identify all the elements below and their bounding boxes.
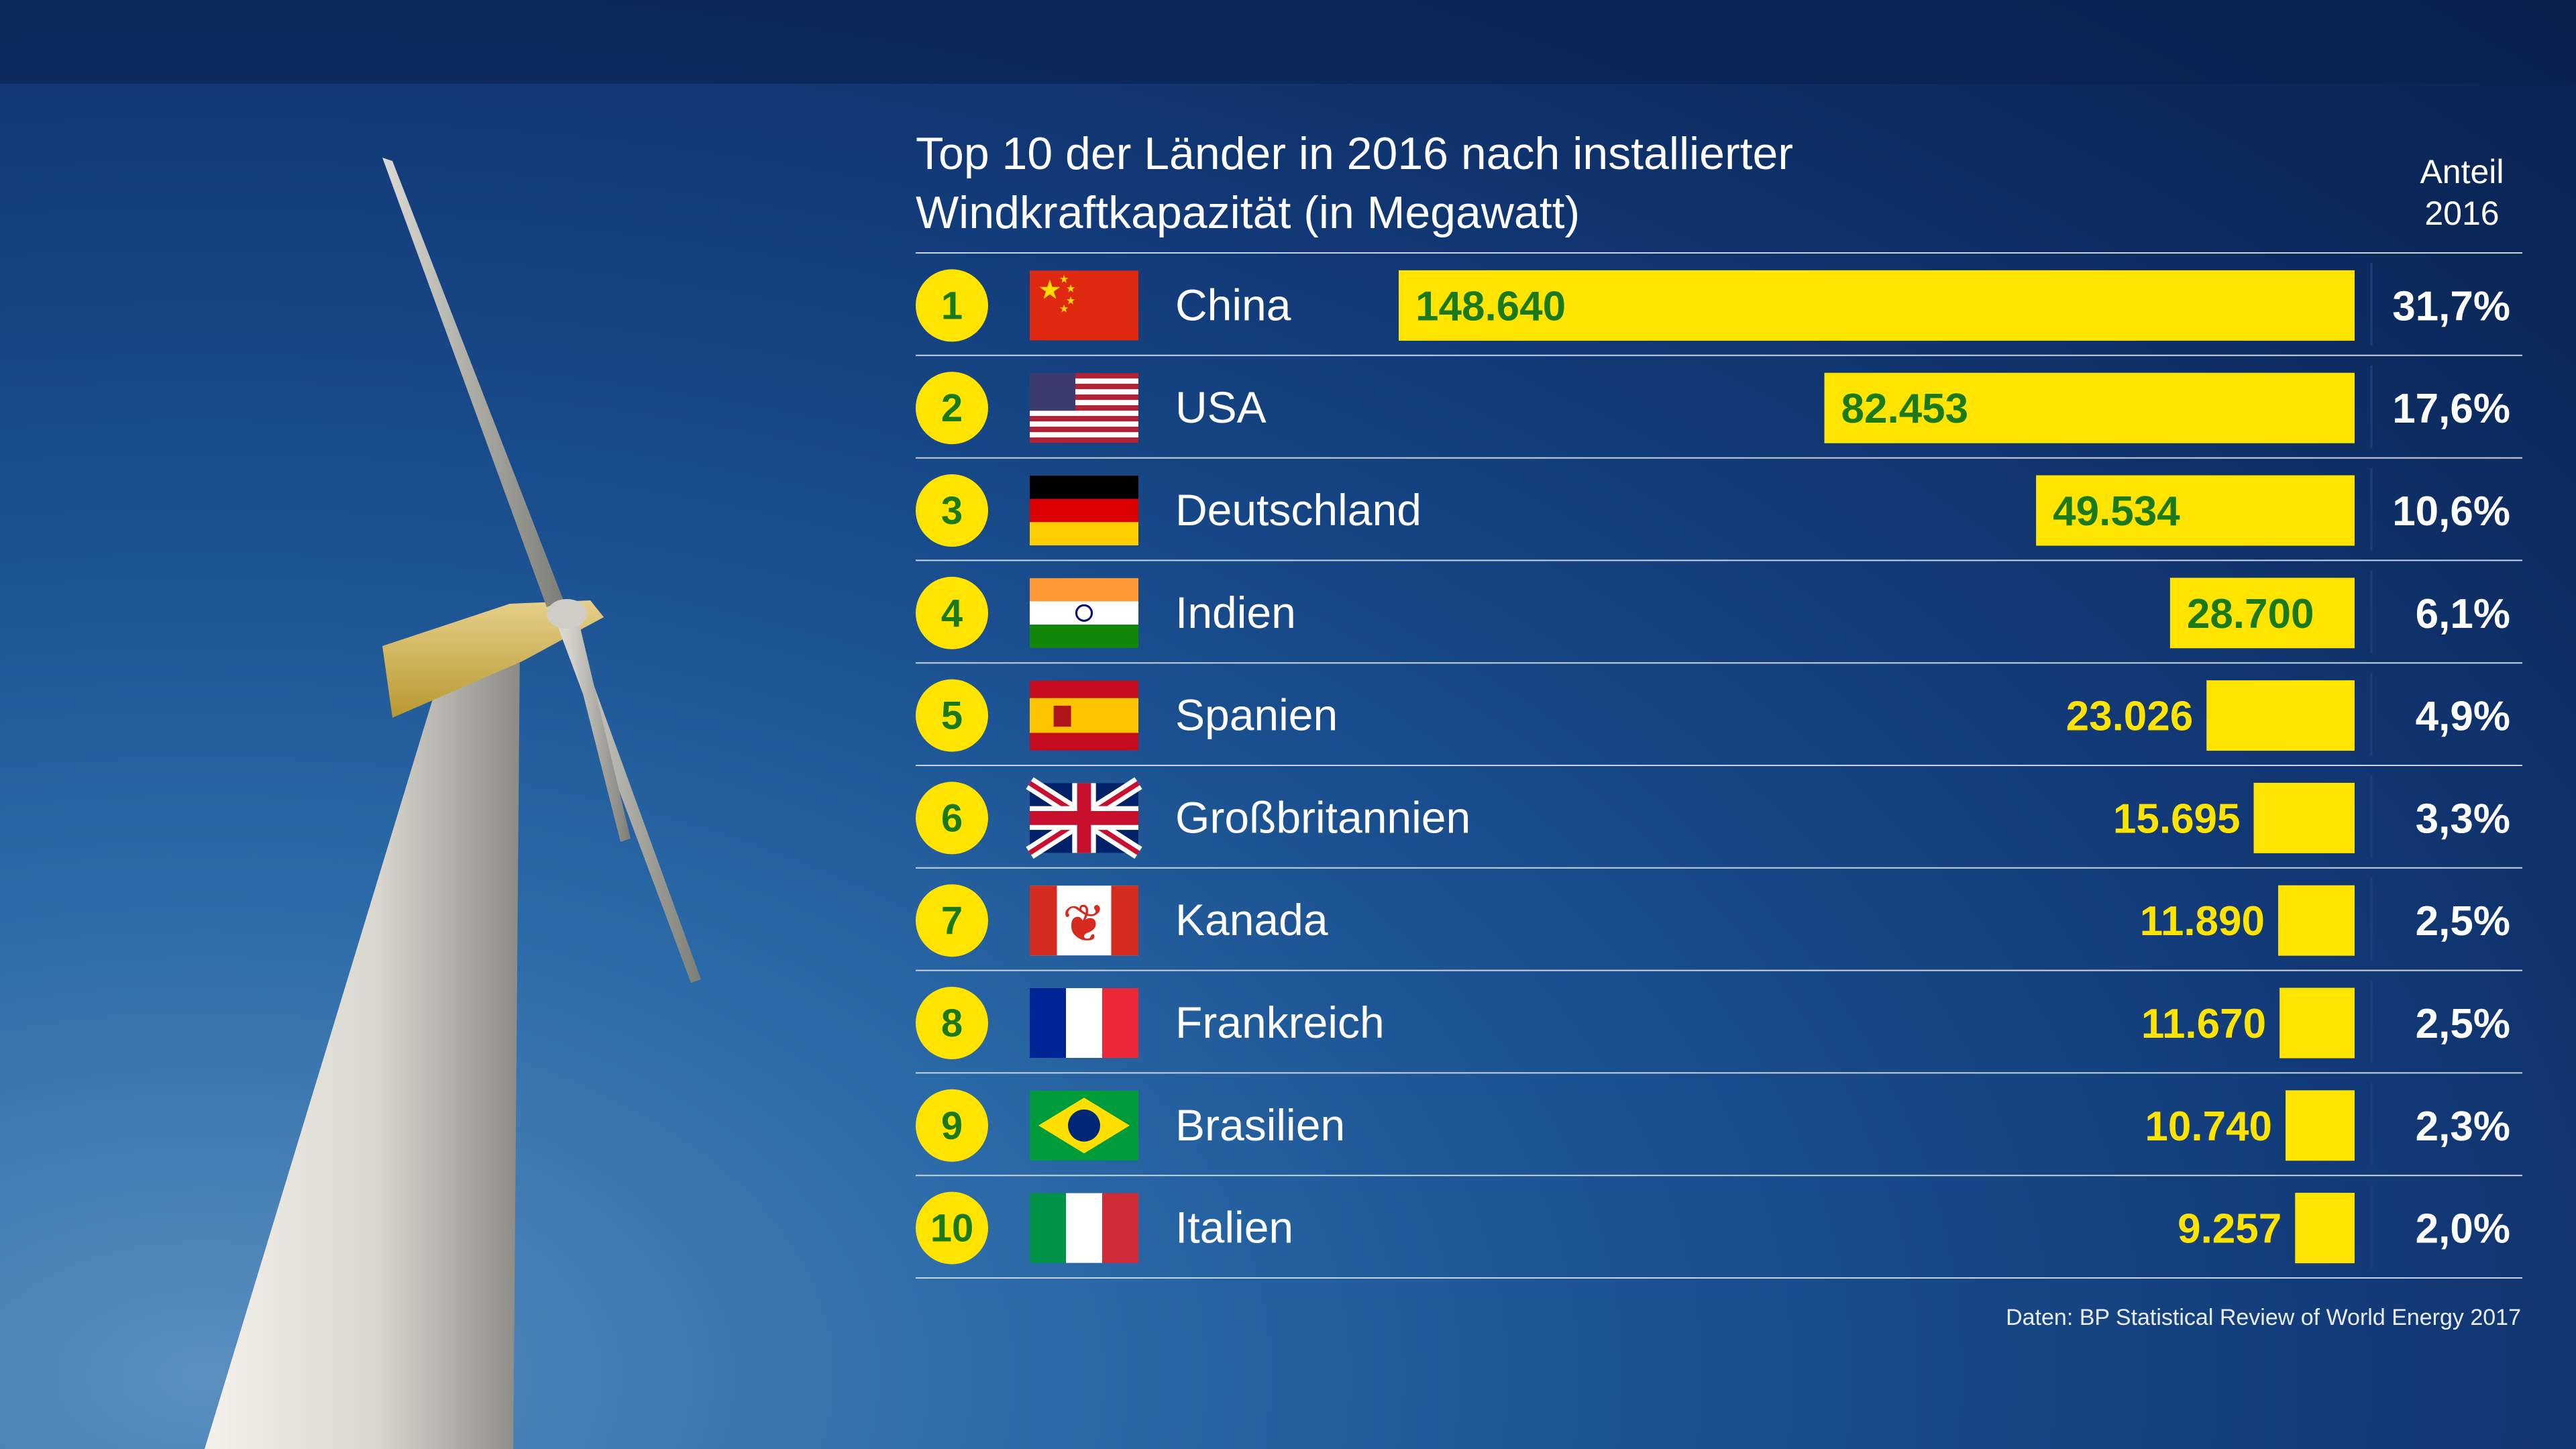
bar <box>2286 1090 2355 1161</box>
spain-flag <box>1030 680 1138 751</box>
france-flag <box>1030 988 1138 1058</box>
bar <box>2169 578 2355 649</box>
share-label: 17,6% <box>2392 386 2510 432</box>
chart-title-line-2: Windkraftkapazität (in Megawatt) <box>916 187 1580 238</box>
value-label: 11.670 <box>2141 1001 2266 1047</box>
germany-flag <box>1030 476 1138 545</box>
value-label: 11.890 <box>2140 898 2265 945</box>
chart-row: 9 Brasilien 10.740 2,3% <box>916 1083 2522 1177</box>
rank-label: 5 <box>941 694 963 738</box>
usa-flag <box>1030 373 1138 443</box>
value-label: 49.534 <box>2053 488 2180 535</box>
country-label: Deutschland <box>1175 485 1421 535</box>
chart-row: 8 Frankreich 11.670 2,5% <box>916 980 2522 1074</box>
rank-label: 8 <box>941 1002 963 1045</box>
share-label: 6,1% <box>2416 591 2510 637</box>
country-label: Kanada <box>1175 895 1328 945</box>
china-flag: ★★★★★ <box>1030 270 1138 341</box>
country-label: Frankreich <box>1175 998 1385 1047</box>
india-flag <box>1030 578 1138 648</box>
country-label: Spanien <box>1175 690 1338 740</box>
rank-badge <box>916 1191 988 1265</box>
share-label: 2,5% <box>2416 898 2510 945</box>
rank-label: 6 <box>941 796 963 840</box>
italy-flag <box>1030 1193 1138 1263</box>
country-label: USA <box>1175 382 1267 432</box>
value-label: 23.026 <box>2066 694 2194 740</box>
rank-badge <box>916 679 988 752</box>
rank-badge <box>916 372 988 445</box>
country-label: Italien <box>1175 1203 1293 1252</box>
country-label: Großbritannien <box>1175 792 1470 842</box>
rank-badge <box>916 576 988 649</box>
bar <box>2295 1193 2355 1264</box>
brazil-flag <box>1030 1090 1138 1161</box>
bar <box>1824 372 2355 443</box>
svg-text:★: ★ <box>1038 275 1062 305</box>
rank-badge <box>916 269 988 342</box>
bar <box>1399 270 2355 341</box>
share-label: 2,0% <box>2416 1206 2510 1252</box>
bar <box>2278 885 2355 956</box>
rank-label: 9 <box>941 1104 963 1148</box>
bar <box>2206 680 2355 751</box>
share-label: 2,5% <box>2416 1001 2510 1047</box>
svg-text:★: ★ <box>1059 303 1069 315</box>
share-label: 10,6% <box>2392 488 2510 535</box>
country-label: Brasilien <box>1175 1100 1345 1150</box>
value-label: 82.453 <box>1841 386 1969 432</box>
share-header-line-1: Anteil <box>2420 153 2504 191</box>
svg-text:★: ★ <box>1066 283 1075 294</box>
value-label: 10.740 <box>2145 1104 2272 1150</box>
rank-label: 2 <box>941 386 963 430</box>
country-label: China <box>1175 280 1291 329</box>
chart-title-line-1: Top 10 der Länder in 2016 nach installie… <box>916 128 1793 179</box>
uk-flag <box>1026 777 1142 859</box>
rank-badge <box>916 782 988 855</box>
svg-text:★: ★ <box>1059 274 1069 285</box>
rank-label: 10 <box>930 1207 974 1250</box>
rank-badge <box>916 987 988 1059</box>
rank-label: 3 <box>941 489 963 533</box>
share-label: 3,3% <box>2416 796 2510 842</box>
share-column-header: Anteil 2016 <box>2388 151 2536 234</box>
value-label: 15.695 <box>2113 796 2241 842</box>
chart-title: Top 10 der Länder in 2016 nach installie… <box>916 124 1793 242</box>
share-header-line-2: 2016 <box>2424 195 2500 232</box>
chart-row: 4 Indien 28.700 6,1% <box>916 570 2522 664</box>
share-label: 31,7% <box>2392 283 2510 329</box>
chart-row: 2 USA 82.453 17,6% <box>916 365 2522 459</box>
rank-label: 4 <box>941 592 963 635</box>
value-label: 28.700 <box>2187 591 2314 637</box>
bar <box>2036 475 2355 546</box>
rank-label: 7 <box>941 899 963 943</box>
chart-row: 5 Spanien 23.026 4,9% <box>916 673 2522 766</box>
svg-text:❦: ❦ <box>1062 894 1106 954</box>
chart-row: 6 Großbritannien 15.695 3,3% <box>916 775 2522 869</box>
share-label: 2,3% <box>2416 1104 2510 1150</box>
chart-row: 1 ★★★★★ China 148.640 31,7% <box>916 263 2522 356</box>
value-label: 9.257 <box>2178 1206 2282 1252</box>
chart-row: 7 ❦ Kanada 11.890 2,5% <box>916 877 2522 971</box>
canada-flag: ❦ <box>1030 885 1138 956</box>
rank-label: 1 <box>941 284 963 327</box>
source-note: Daten: BP Statistical Review of World En… <box>2006 1305 2521 1330</box>
bar <box>2253 782 2355 853</box>
rank-badge <box>916 474 988 547</box>
chart-row: 10 Italien 9.257 2,0% <box>916 1185 2522 1279</box>
rank-badge <box>916 884 988 957</box>
chart-row: 3 Deutschland 49.534 10,6% <box>916 468 2522 561</box>
svg-text:★: ★ <box>1066 295 1075 307</box>
bar <box>2279 987 2355 1059</box>
value-label: 148.640 <box>1415 283 1566 329</box>
rank-badge <box>916 1089 988 1162</box>
country-label: Indien <box>1175 588 1296 637</box>
share-label: 4,9% <box>2416 694 2510 740</box>
